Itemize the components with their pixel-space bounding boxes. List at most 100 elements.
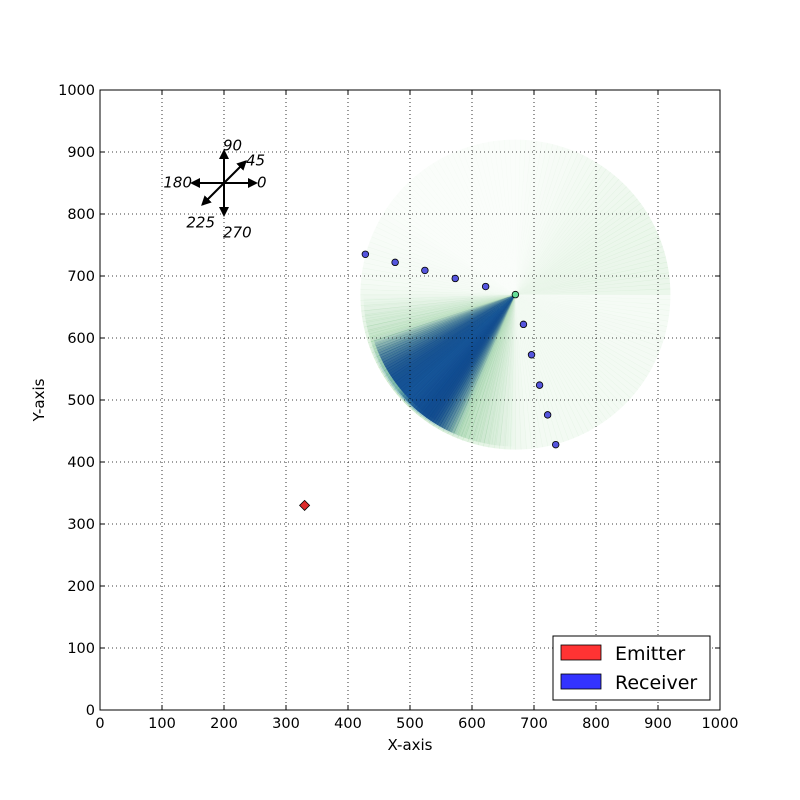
beam-wedge-outer — [371, 294, 516, 359]
x-tick-label: 900 — [644, 716, 672, 732]
beam-wedge-main — [396, 294, 516, 387]
beam-wedge-main — [400, 294, 516, 397]
beam-wedge-main — [426, 294, 516, 420]
beam-wedge-outer — [509, 294, 516, 450]
beam-wedge-halo — [495, 294, 516, 446]
beam-wedge-outer — [360, 289, 516, 296]
beam-wedge-outer — [515, 261, 669, 295]
beam-wedge-outer — [456, 148, 516, 295]
beam-wedge-outer — [515, 294, 658, 363]
compass-arrow — [201, 182, 225, 206]
beam-wedge-main — [406, 294, 516, 403]
beam-wedge-edge — [405, 294, 516, 405]
beam-wedge-outer — [509, 139, 516, 295]
beam-wedge-outer — [360, 283, 516, 295]
beam-wedge-main — [437, 294, 516, 427]
beam-wedge-halo — [369, 294, 516, 343]
beam-wedge-main — [428, 294, 516, 421]
compass-label-225: 225 — [186, 214, 215, 232]
beam-wedge-main — [373, 294, 516, 344]
beam-wedge-edge — [375, 294, 516, 363]
beam-wedge-outer — [515, 294, 671, 306]
beam-wedge-outer — [515, 139, 527, 295]
receiver-point — [481, 282, 490, 291]
beam-wedge-outer — [365, 294, 516, 338]
beam-wedge-halo — [491, 294, 516, 446]
beam-wedge-edge — [450, 294, 516, 436]
beam-wedge-outer — [360, 294, 516, 301]
beam-wedge-outer — [515, 147, 569, 295]
x-tick-label: 1000 — [702, 716, 739, 732]
beam-wedge-main — [377, 294, 516, 354]
compass-arrow — [223, 160, 247, 184]
receiver-point — [535, 381, 544, 389]
beam-wedge-outer — [515, 155, 589, 295]
beam-wedge-main — [415, 294, 516, 412]
x-tick-label: 600 — [458, 716, 486, 732]
beam-wedge-outer — [428, 163, 516, 295]
beam-wedge-outer — [389, 199, 516, 295]
beam-wedge-outer — [515, 294, 543, 449]
beam-wedge-outer — [493, 294, 516, 449]
beam-wedge-outer — [515, 236, 662, 295]
beam-wedge-halo — [464, 294, 516, 440]
beam-wedge-halo — [476, 294, 516, 443]
beam-wedge-outer — [515, 294, 671, 311]
receiver-point — [552, 440, 560, 449]
beam-wedge-outer — [515, 207, 647, 295]
beam-wedge-main — [398, 294, 516, 389]
beam-wedge-main — [451, 294, 516, 434]
beam-wedge-main — [453, 294, 516, 435]
legend-swatch — [560, 644, 602, 661]
beam-wedge-main — [393, 294, 516, 383]
beam-wedge-outer — [515, 294, 612, 420]
beam-wedge-outer — [361, 294, 516, 323]
beam-wedge-outer — [515, 162, 603, 295]
x-tick-label: 300 — [272, 716, 300, 732]
beam-wedge-outer — [369, 294, 516, 354]
beam-wedge-outer — [415, 172, 516, 295]
beam-wedge-main — [404, 294, 516, 397]
beam-wedge-outer — [515, 165, 607, 295]
x-axis-label: X-axis — [388, 736, 433, 754]
beam-wedge-outer — [515, 294, 603, 427]
beam-wedge-outer — [515, 267, 669, 295]
beam-wedge-main — [411, 294, 516, 408]
beam-wedge-main — [374, 294, 516, 346]
beam-wedge-halo — [368, 294, 516, 339]
beam-wedge-outer — [515, 294, 653, 373]
beam-wedge-outer — [515, 246, 665, 295]
beam-wedge-outer — [363, 294, 516, 333]
beam-wedge-edge — [385, 294, 516, 380]
beam-wedge-outer — [367, 294, 516, 349]
beam-wedge-main — [376, 294, 516, 351]
beam-wedge-edge — [410, 294, 516, 410]
beam-wedge-outer — [515, 148, 574, 295]
beam-wedge-outer — [515, 294, 554, 447]
beam-wedge-edge — [387, 294, 516, 383]
beam-wedge-outer — [515, 140, 537, 295]
receiver-point — [361, 250, 370, 258]
emitter-point — [299, 499, 311, 511]
beam-wedge-outer — [411, 175, 516, 295]
legend-swatch — [560, 673, 602, 690]
beam-wedge-outer — [515, 294, 668, 333]
beam-wedge-edge — [394, 294, 516, 393]
beam-wedge-outer — [419, 169, 516, 295]
beam-wedge-outer — [515, 294, 594, 432]
beam-wedge-outer — [361, 273, 516, 295]
beam-wedge-halo — [457, 294, 516, 437]
beam-wedge-outer — [515, 172, 616, 295]
beam-wedge-outer — [515, 139, 532, 295]
beam-wedge-outer — [515, 241, 663, 295]
beam-wedge-outer — [515, 283, 671, 295]
beam-wedge-outer — [515, 294, 564, 444]
compass-label-90: 90 — [223, 137, 242, 155]
beam-wedge-main — [421, 294, 516, 417]
beam-wedge-outer — [515, 294, 616, 417]
x-tick-label: 500 — [396, 716, 424, 732]
beam-wedge-main — [432, 294, 516, 424]
beam-wedge-outer — [515, 182, 627, 295]
beam-wedge-outer — [515, 294, 650, 377]
